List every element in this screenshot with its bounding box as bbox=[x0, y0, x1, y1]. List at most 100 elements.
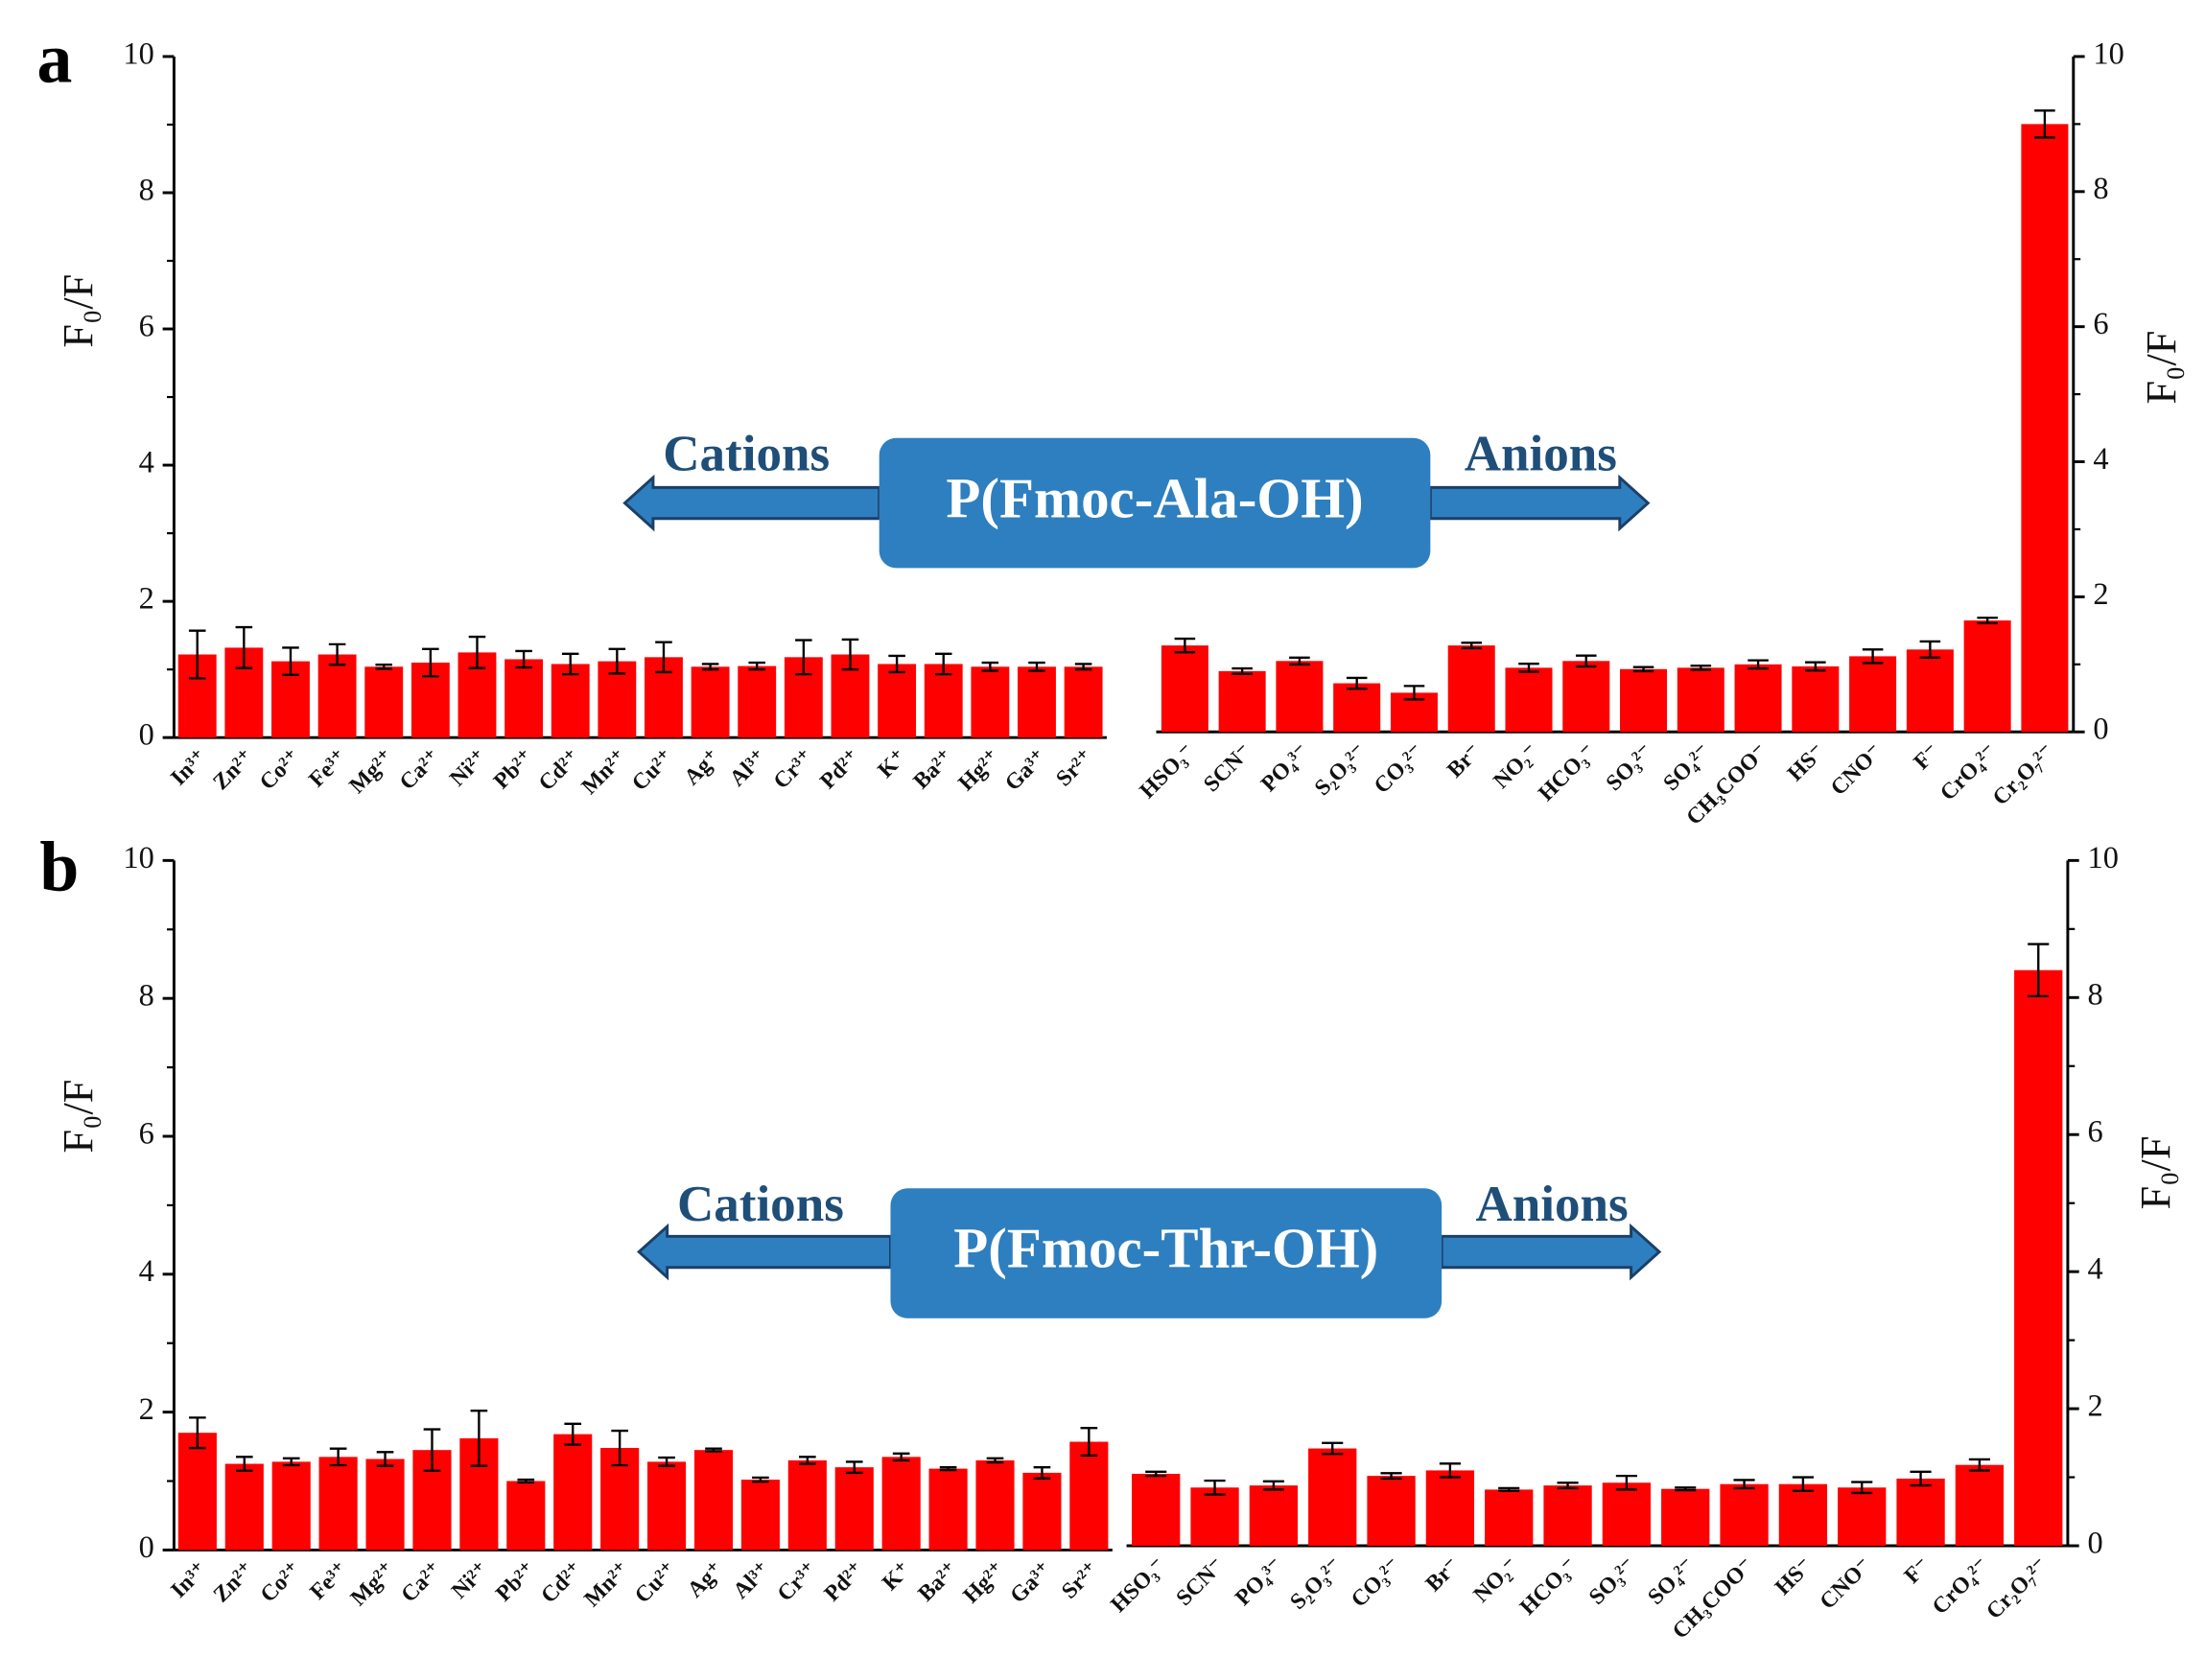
x-tick-label: Pb²⁺ bbox=[491, 1557, 541, 1607]
x-tick-label: HSO₃⁻ bbox=[1106, 1552, 1170, 1617]
annotation: Cations bbox=[677, 1177, 844, 1232]
error-bar bbox=[1632, 665, 1654, 673]
y-tick-label: 0 bbox=[2093, 712, 2108, 747]
bar bbox=[1792, 665, 1840, 733]
bar bbox=[553, 1434, 593, 1551]
error-bar bbox=[470, 1410, 488, 1467]
x-tick-label: Pb²⁺ bbox=[489, 745, 539, 795]
error-bar bbox=[1690, 665, 1712, 671]
error-bar bbox=[282, 1457, 300, 1467]
bar bbox=[1543, 1485, 1592, 1547]
error-bar bbox=[795, 639, 812, 676]
y-tick-label: 6 bbox=[139, 1116, 154, 1151]
y-axis-label: F₀/F bbox=[55, 274, 102, 348]
annotation: Anions bbox=[1475, 1177, 1628, 1232]
x-tick-label: Mg²⁺ bbox=[344, 745, 398, 799]
y-tick-label: 10 bbox=[123, 841, 153, 875]
error-bar bbox=[1380, 1472, 1402, 1481]
bar bbox=[834, 1467, 874, 1551]
error-bar bbox=[752, 1476, 769, 1483]
panel-b-overlay: b P(Fmoc-Thr-OH) Cations Anions bbox=[39, 827, 1662, 1318]
error-bar bbox=[934, 652, 952, 676]
error-bar bbox=[1346, 676, 1368, 690]
x-tick-label: HCO₃⁻ bbox=[1534, 739, 1601, 806]
error-bar bbox=[468, 635, 486, 669]
y-tick-label: 0 bbox=[139, 1530, 154, 1565]
x-tick-label: In³⁺ bbox=[166, 1557, 212, 1603]
arrow bbox=[1440, 1223, 1662, 1281]
x-tick-label: Mn²⁺ bbox=[577, 745, 632, 800]
error-bar bbox=[939, 1465, 957, 1472]
y-tick-label: 4 bbox=[139, 446, 154, 480]
bar bbox=[1249, 1485, 1299, 1547]
error-bar bbox=[986, 1457, 1004, 1464]
error-bar bbox=[1615, 1474, 1637, 1491]
error-bar bbox=[888, 654, 905, 674]
bar bbox=[1190, 1487, 1239, 1547]
bar bbox=[1955, 1464, 2005, 1547]
bar bbox=[975, 1459, 1015, 1551]
bar bbox=[2021, 124, 2069, 733]
error-bar bbox=[1862, 648, 1884, 665]
error-bar bbox=[1498, 1486, 1520, 1493]
x-tick-label: Co²⁺ bbox=[256, 1557, 307, 1608]
x-tick-label: Sr²⁺ bbox=[1051, 745, 1098, 792]
error-bar bbox=[981, 661, 999, 672]
bar bbox=[1218, 670, 1266, 733]
error-bar bbox=[611, 1429, 628, 1467]
y-tick-label: 4 bbox=[2088, 1252, 2103, 1287]
error-bar bbox=[658, 1456, 675, 1467]
bar bbox=[506, 1481, 546, 1551]
x-tick-label: Ag⁺ bbox=[683, 1557, 729, 1603]
bar bbox=[317, 654, 357, 738]
bar bbox=[691, 666, 730, 738]
x-tick-label: S₂O₃²⁻ bbox=[1285, 1552, 1347, 1614]
x-tick-label: Pd²⁺ bbox=[820, 1557, 870, 1607]
error-bar bbox=[1748, 659, 1769, 670]
x-tick-label: Hg²⁺ bbox=[953, 745, 1004, 796]
x-tick-label: Cr₂O₇²⁻ bbox=[1982, 1552, 2053, 1624]
bar bbox=[1778, 1483, 1828, 1547]
x-tick-label: HS⁻ bbox=[1783, 739, 1830, 786]
x-tick-label: HSO₃⁻ bbox=[1135, 739, 1199, 804]
bar bbox=[1720, 1483, 1769, 1547]
banner-text: P(Fmoc-Thr-OH) bbox=[953, 1217, 1378, 1280]
bar bbox=[787, 1459, 827, 1551]
y-tick-label: 6 bbox=[139, 309, 154, 343]
error-bar bbox=[517, 1478, 535, 1484]
error-bar bbox=[515, 649, 532, 669]
error-bar bbox=[564, 1422, 582, 1446]
error-bar bbox=[1910, 1470, 1932, 1487]
bar bbox=[1308, 1448, 1357, 1547]
x-tick-label: SCN⁻ bbox=[1199, 739, 1257, 798]
x-tick-label: Ba²⁺ bbox=[913, 1557, 963, 1607]
error-bar bbox=[282, 646, 299, 677]
x-tick-label: Ag⁺ bbox=[679, 745, 725, 791]
x-tick-label: Ga³⁺ bbox=[1000, 745, 1051, 796]
error-bar bbox=[1977, 617, 1998, 625]
x-tick-label: Sr²⁺ bbox=[1057, 1557, 1104, 1604]
bar bbox=[224, 1463, 264, 1551]
y-tick-label: 8 bbox=[2093, 172, 2108, 206]
x-tick-label: PO₄³⁻ bbox=[1256, 739, 1314, 797]
x-tick-label: K⁺ bbox=[873, 745, 911, 783]
bar bbox=[1161, 645, 1208, 733]
error-bar bbox=[1675, 1486, 1697, 1492]
bar bbox=[1838, 1487, 1887, 1547]
bar bbox=[1849, 656, 1897, 733]
error-bar bbox=[799, 1456, 816, 1465]
x-tick-label: SO₃²⁻ bbox=[1602, 739, 1658, 796]
error-bar bbox=[189, 1416, 206, 1450]
x-tick-label: F⁻ bbox=[1900, 1552, 1935, 1588]
error-bar bbox=[1919, 640, 1941, 659]
error-bar bbox=[1557, 1482, 1579, 1490]
error-bar bbox=[1733, 1479, 1755, 1490]
x-tick-label: Cu²⁺ bbox=[630, 1557, 681, 1608]
y-axis-label: F₀/F bbox=[2138, 331, 2185, 405]
banner-box bbox=[879, 437, 1431, 569]
x-tick-label: Mn²⁺ bbox=[579, 1557, 634, 1612]
error-bar bbox=[1074, 663, 1092, 671]
x-tick-label: Zn²⁺ bbox=[209, 1557, 260, 1608]
annotation: Anions bbox=[1465, 427, 1617, 482]
